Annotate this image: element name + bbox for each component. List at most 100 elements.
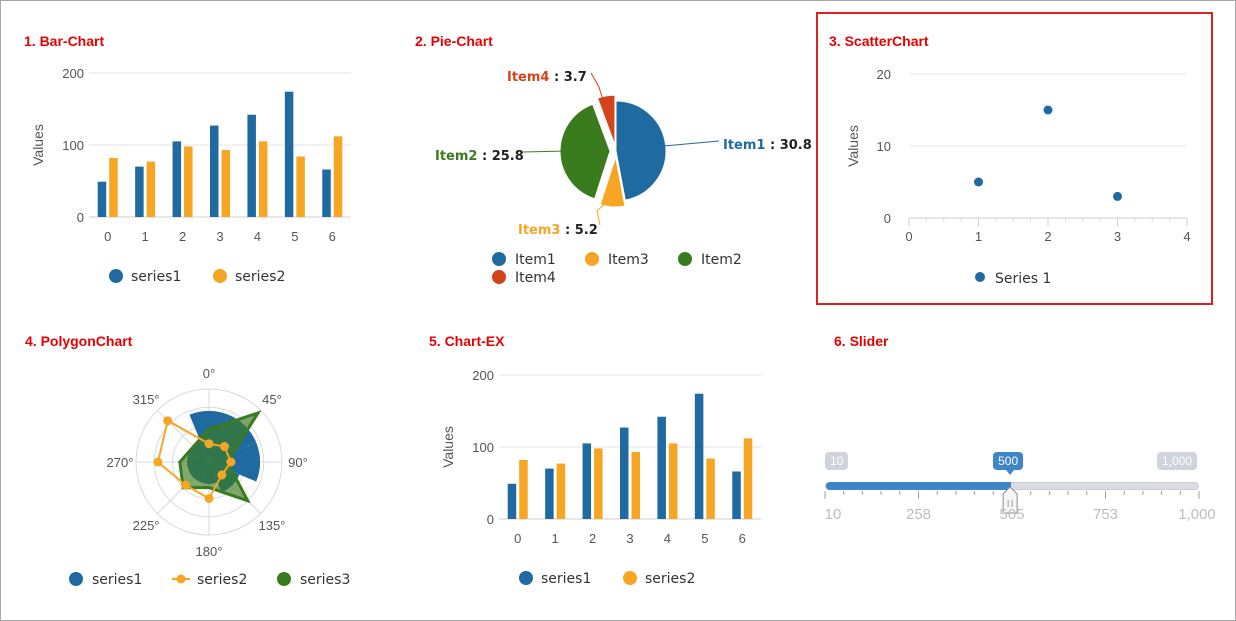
- scatter-point: [1113, 191, 1122, 201]
- slider-max-badge: 1,000: [1157, 452, 1198, 470]
- legend-label: series2: [235, 269, 285, 285]
- legend-marker-series1: [69, 572, 83, 586]
- scatter-point: [974, 177, 983, 187]
- pie-data-label: Item2 : 25.8: [435, 149, 524, 164]
- x-tick-label: 0: [514, 531, 521, 546]
- pie-data-label: Item3 : 5.2: [518, 223, 598, 238]
- radar-point: [181, 480, 191, 490]
- pie-leader-line: [596, 198, 611, 226]
- legend-marker-series2: [176, 574, 186, 584]
- bar-series1: [657, 416, 666, 519]
- pie-data-label: Item1 : 30.8: [723, 138, 812, 153]
- legend-label: series1: [92, 572, 142, 588]
- radar-point: [204, 439, 214, 449]
- radar-area-series3: [178, 410, 262, 504]
- x-tick-label: 1: [142, 229, 149, 244]
- bar-series2: [109, 157, 118, 217]
- y-axis-label: Values: [30, 124, 46, 166]
- bar-series2: [594, 448, 603, 519]
- bar-series1: [322, 169, 331, 217]
- y-axis-label: Values: [440, 426, 456, 468]
- bar-chart-title: 1. Bar-Chart: [24, 33, 105, 49]
- slider-tick-label: 1,000: [1178, 506, 1216, 523]
- x-tick-label: 4: [1183, 229, 1190, 244]
- x-tick-label: 5: [291, 229, 298, 244]
- y-tick-label: 0: [77, 210, 84, 225]
- angle-label: 180°: [196, 544, 223, 559]
- slider-handle: [1002, 486, 1018, 514]
- bar-series1: [582, 443, 592, 519]
- bar-series2: [258, 141, 268, 217]
- angle-label: 45°: [262, 392, 282, 407]
- x-tick-label: 6: [329, 229, 336, 244]
- legend-marker-series2: [213, 269, 227, 283]
- bar-series2: [184, 146, 193, 217]
- pie-slice-Item4: [596, 94, 616, 146]
- legend-label: Item1: [515, 252, 556, 268]
- radar-point: [204, 494, 214, 503]
- legend-marker-Item2: [678, 252, 692, 266]
- polygon-chart-title: 4. PolygonChart: [25, 333, 133, 349]
- y-tick-label: 0: [487, 512, 494, 527]
- bar-series1: [507, 483, 517, 519]
- x-tick-label: 0: [104, 229, 111, 244]
- x-tick-label: 4: [664, 531, 671, 546]
- bar-series1: [545, 468, 554, 519]
- y-tick-label: 0: [884, 211, 891, 226]
- radar-point: [226, 457, 236, 467]
- slider-min-badge: 10: [825, 452, 849, 470]
- slider-fill: [826, 482, 1012, 490]
- angle-label: 90°: [288, 455, 308, 470]
- bar-series2: [668, 443, 678, 519]
- y-tick-label: 10: [877, 139, 891, 154]
- legend-label: Item3: [608, 252, 649, 268]
- selected-panel-outline: [816, 12, 1213, 305]
- slider-tick-label: 258: [905, 506, 932, 523]
- pie-chart-title: 2. Pie-Chart: [415, 33, 493, 49]
- legend-label: series1: [131, 269, 181, 285]
- angle-label: 0°: [203, 366, 215, 381]
- angle-label: 135°: [258, 518, 285, 533]
- pie-leader-line: [590, 72, 605, 104]
- legend-marker-series2: [623, 571, 637, 585]
- legend-label: Item2: [701, 252, 742, 268]
- radar-point: [219, 442, 229, 452]
- legend-marker-series3: [277, 572, 291, 586]
- x-tick-label: 4: [254, 229, 261, 244]
- x-tick-label: 2: [1044, 229, 1051, 244]
- slider-value-badge: 500: [993, 452, 1024, 470]
- legend-marker-series1: [519, 571, 533, 585]
- x-tick-label: 3: [216, 229, 223, 244]
- legend-marker-series1: [109, 269, 123, 283]
- slider-tick-label: 753: [1092, 506, 1119, 523]
- scatter-chart-title: 3. ScatterChart: [829, 33, 929, 49]
- x-tick-label: 2: [589, 531, 596, 546]
- radar-point: [217, 470, 227, 480]
- bar-series1: [620, 427, 629, 519]
- bar-series1: [135, 166, 144, 217]
- pie-slice-Item3: [599, 156, 626, 208]
- legend-marker-Item4: [492, 270, 506, 284]
- x-tick-label: 3: [626, 531, 633, 546]
- x-tick-label: 2: [179, 229, 186, 244]
- radar-point: [153, 457, 163, 467]
- x-tick-label: 1: [975, 229, 982, 244]
- bar-series2: [146, 161, 156, 217]
- bar-series1: [247, 114, 256, 217]
- x-tick-label: 0: [905, 229, 912, 244]
- bar-series2: [519, 459, 528, 519]
- x-tick-label: 5: [701, 531, 708, 546]
- legend-label: series2: [197, 572, 247, 588]
- bar-series2: [743, 438, 753, 519]
- slider-badge-pointer: [1006, 470, 1015, 475]
- bar-series2: [221, 150, 230, 217]
- bar-series1: [732, 471, 741, 519]
- bar-series1: [284, 91, 294, 217]
